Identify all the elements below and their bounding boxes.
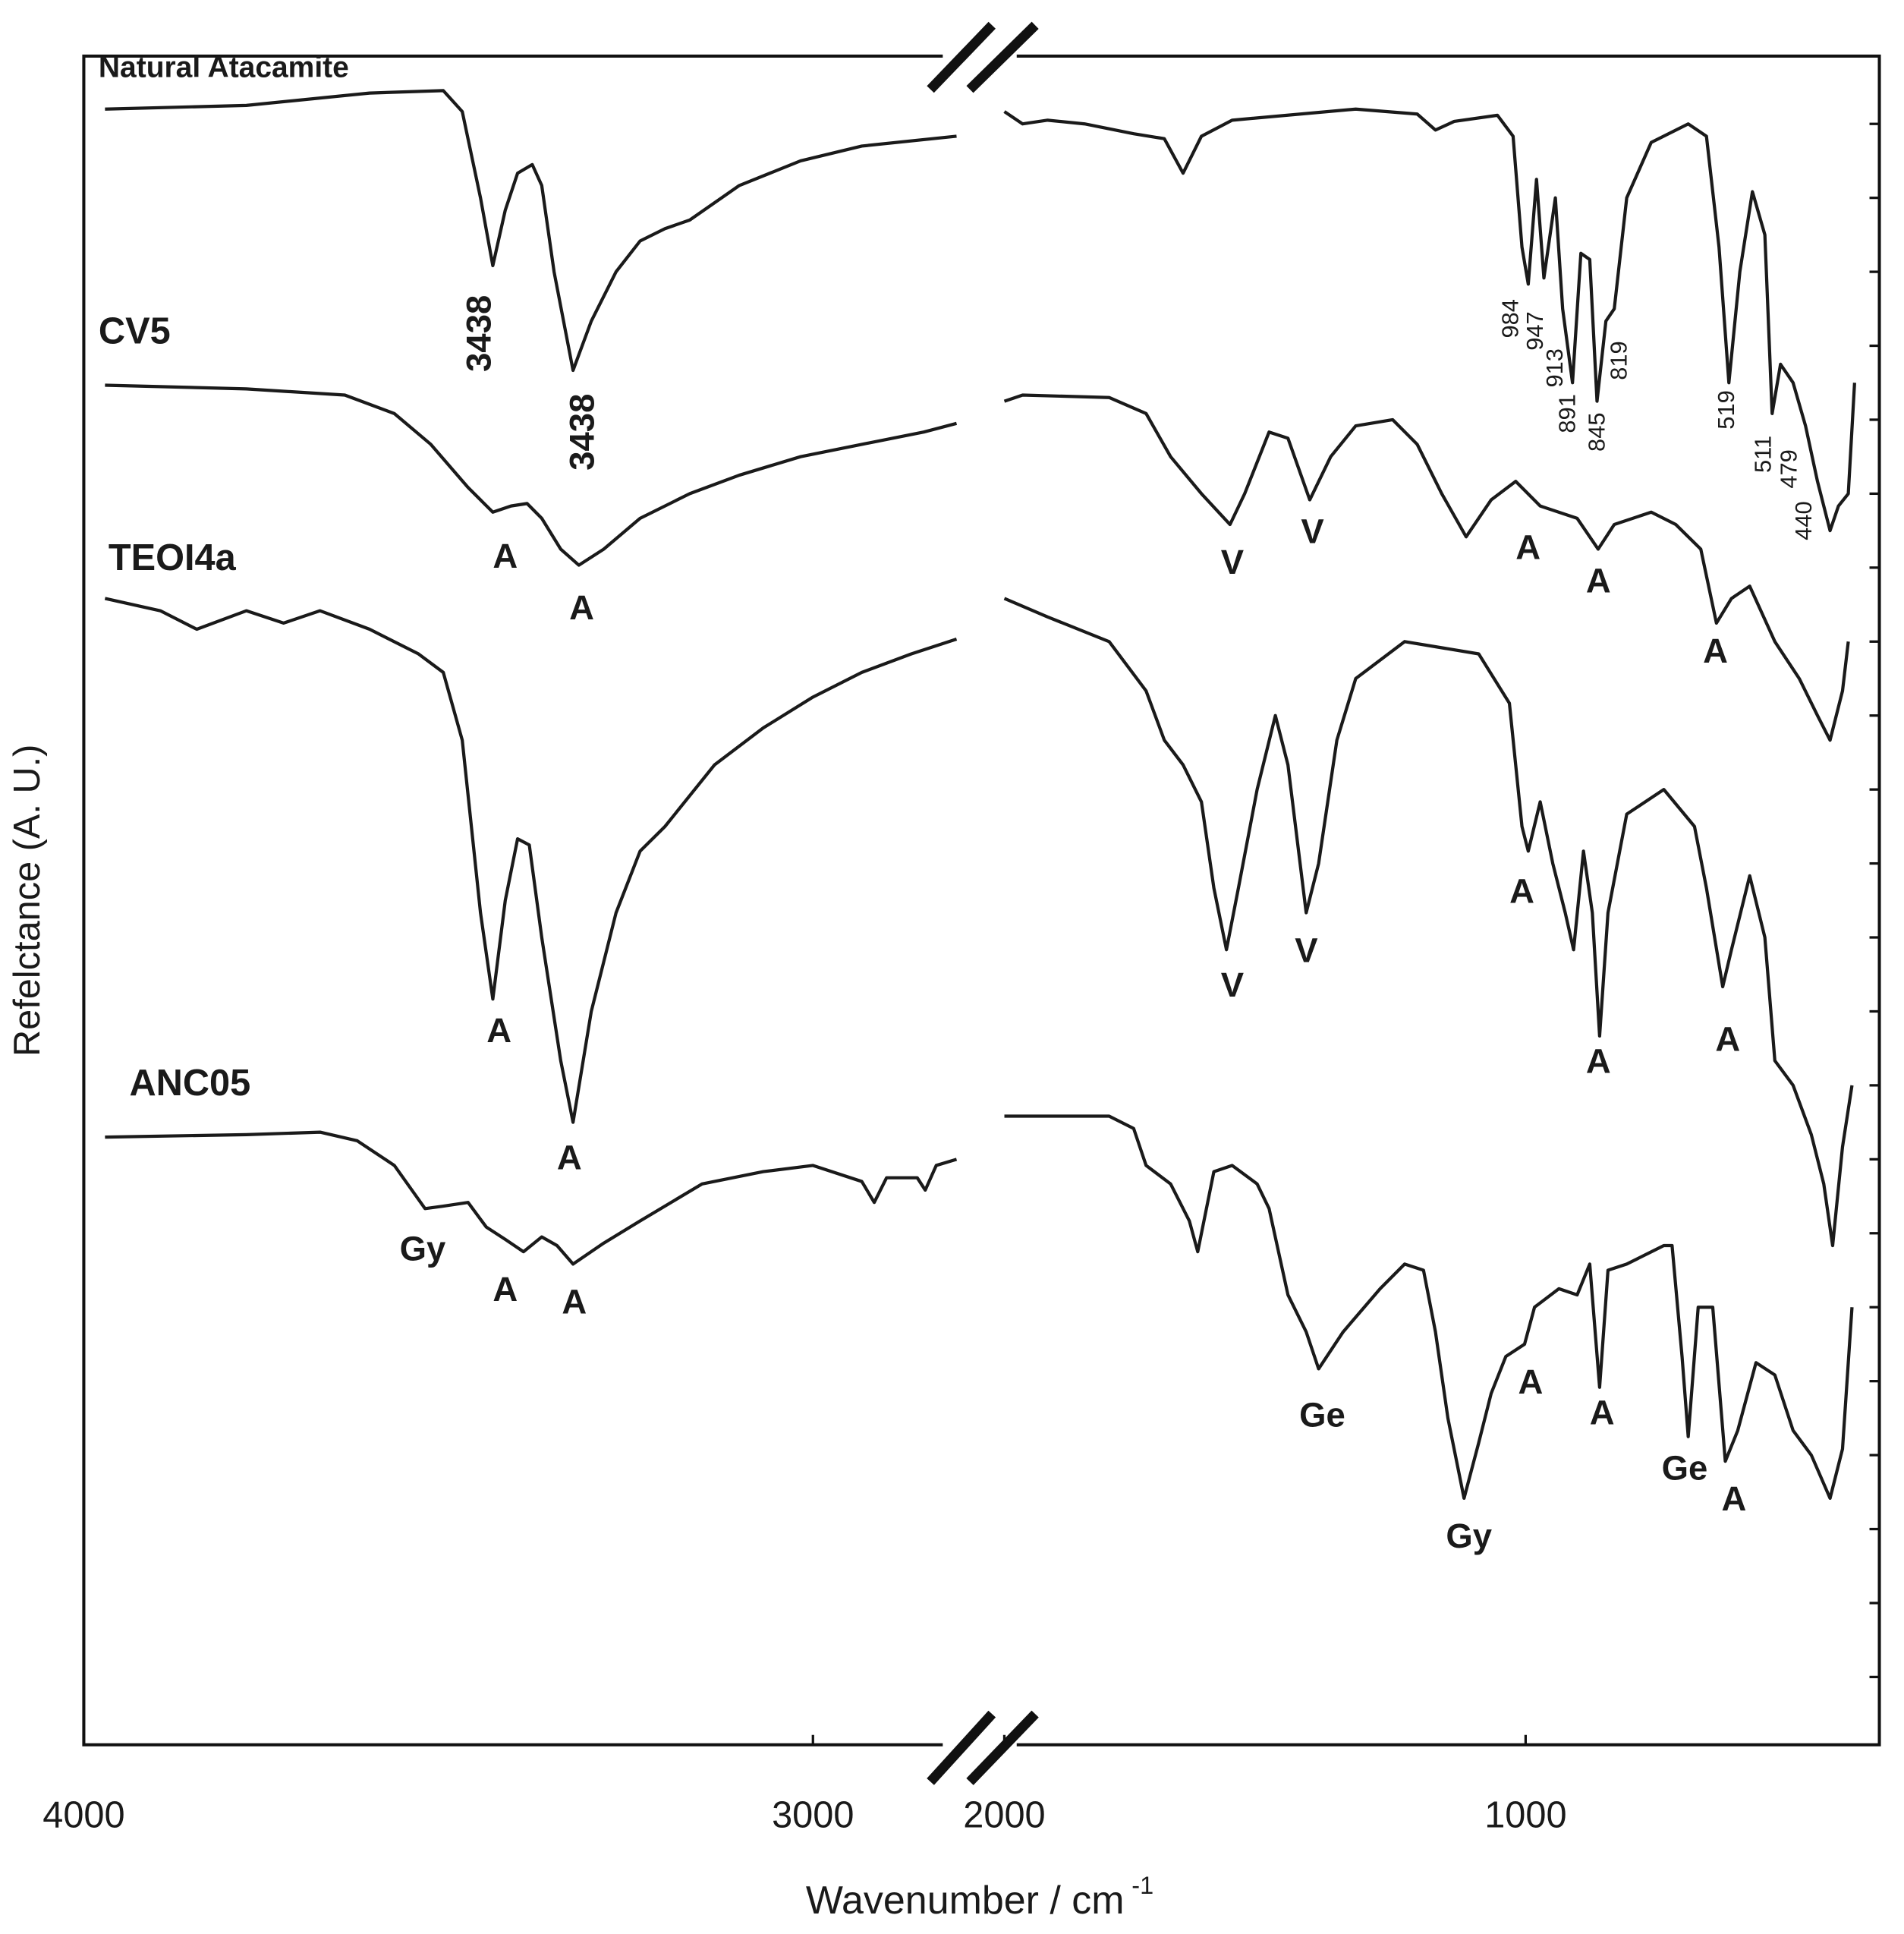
spectrum-line xyxy=(105,383,958,567)
peak-annotation: A xyxy=(1721,1479,1746,1518)
peak-annotation: 519 xyxy=(1713,390,1739,429)
break-slash xyxy=(966,21,1039,93)
peak-annotation: 891 xyxy=(1553,394,1580,433)
peak-annotation: 511 xyxy=(1750,436,1777,473)
peak-annotation: A xyxy=(486,1011,511,1050)
peak-annotation: 845 xyxy=(1583,412,1610,451)
peak-annotation: 984 xyxy=(1497,299,1524,338)
series-label: ANC05 xyxy=(130,1063,251,1104)
y-axis-label: Refelctance (A. U.) xyxy=(7,745,48,1057)
peak-annotation: A xyxy=(493,537,518,575)
peak-annotation: A xyxy=(1509,872,1534,911)
peak-annotation: A xyxy=(1586,561,1611,600)
peak-annotation: V xyxy=(1301,512,1324,550)
x-axis-label: Wavenumber / cm -1 xyxy=(806,1872,1153,1923)
peak-annotation: A xyxy=(1518,1362,1544,1401)
peak-annotation: 479 xyxy=(1776,449,1802,488)
series-label: CV5 xyxy=(99,310,171,351)
peak-annotation: A xyxy=(1715,1019,1740,1058)
peak-annotation: A xyxy=(569,588,594,627)
peak-annotation: Gy xyxy=(1446,1517,1492,1555)
series-label: TEOI4a xyxy=(109,537,237,578)
peak-annotation: 440 xyxy=(1790,501,1817,540)
x-tick-label: 1000 xyxy=(1484,1795,1566,1836)
x-axis-label-text: Wavenumber / cm xyxy=(806,1879,1125,1923)
peak-annotation: V xyxy=(1295,931,1318,970)
peak-annotation: Ge xyxy=(1662,1449,1708,1488)
spectrum-line xyxy=(105,1130,958,1266)
peak-annotation: V xyxy=(1221,965,1245,1004)
peak-annotation: A xyxy=(1586,1042,1611,1081)
peak-annotation: 3438 xyxy=(563,394,602,471)
peak-annotation: Gy xyxy=(400,1229,446,1268)
peak-annotation: V xyxy=(1221,543,1245,581)
break-slash xyxy=(927,21,996,93)
peak-annotation: A xyxy=(1515,528,1541,566)
x-tick-label: 3000 xyxy=(772,1795,854,1836)
series-label: Natural Atacamite xyxy=(99,52,349,84)
peak-annotation: Ge xyxy=(1299,1396,1345,1435)
peak-annotation: A xyxy=(1703,632,1728,670)
x-axis-label-exponent: -1 xyxy=(1131,1872,1153,1899)
peak-annotation: 819 xyxy=(1606,341,1632,380)
break-slash xyxy=(927,1710,996,1785)
break-slash xyxy=(966,1710,1039,1785)
peak-annotation: 3438 xyxy=(459,295,498,372)
peak-annotation: A xyxy=(557,1138,582,1176)
peak-annotation: 913 xyxy=(1541,348,1568,387)
x-tick-label: 2000 xyxy=(963,1795,1045,1836)
peak-annotation: 947 xyxy=(1522,311,1548,350)
axis-break-top xyxy=(927,21,1039,93)
peak-annotation: A xyxy=(1590,1393,1615,1432)
spectrum-line xyxy=(104,597,958,1124)
spectrum-line xyxy=(105,89,957,373)
peak-annotation: A xyxy=(493,1270,518,1309)
spectrum-line xyxy=(1003,107,1856,533)
spectrum-line xyxy=(1003,393,1850,742)
spectrum-line xyxy=(1003,597,1854,1248)
peak-annotation: A xyxy=(562,1282,587,1321)
spectrum-line xyxy=(1004,1114,1854,1501)
x-tick-label: 4000 xyxy=(42,1795,124,1836)
